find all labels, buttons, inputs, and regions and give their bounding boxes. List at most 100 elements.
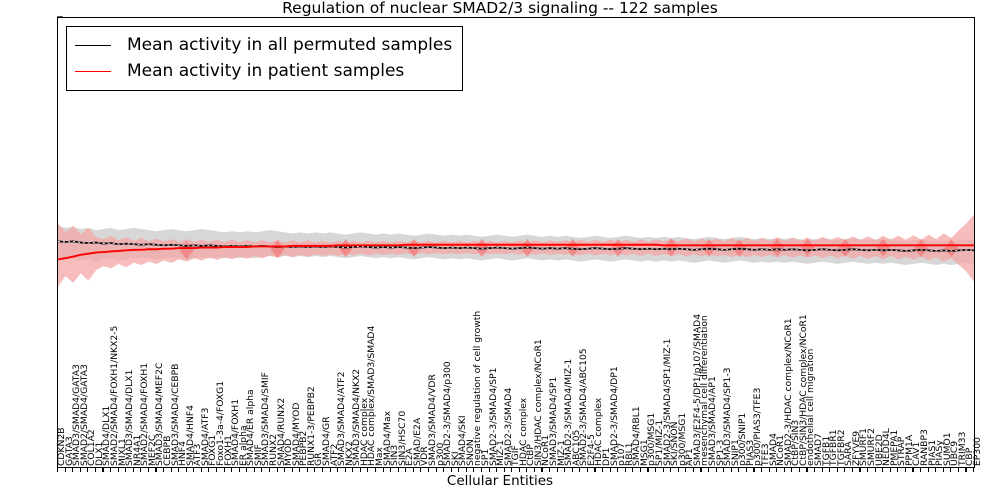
x-tick-mark: [321, 468, 324, 472]
x-tick-mark: [412, 468, 414, 472]
x-tick-mark: [889, 468, 891, 472]
x-tick-mark: [352, 468, 354, 472]
x-tick-mark: [261, 468, 263, 472]
x-tick-mark: [94, 468, 96, 472]
legend-label-patient: Mean activity in patient samples: [127, 60, 405, 81]
x-tick-mark: [147, 468, 149, 472]
plot-area: [57, 17, 975, 468]
x-tick-mark: [942, 468, 944, 472]
x-tick-mark: [231, 468, 233, 472]
x-tick-mark: [382, 468, 384, 472]
band-diamond-marker: [914, 239, 929, 258]
x-tick-mark: [185, 468, 187, 472]
legend-line-patient: [75, 70, 111, 72]
x-tick-mark: [950, 468, 952, 472]
x-tick-mark: [480, 468, 483, 472]
x-tick-mark: [284, 468, 286, 472]
legend-line-permuted: [75, 44, 111, 46]
x-tick-mark: [533, 468, 536, 472]
x-tick-mark: [745, 468, 747, 472]
x-tick-mark: [223, 468, 225, 472]
x-tick-mark: [973, 468, 975, 472]
plot-svg: [58, 214, 974, 287]
x-tick-mark: [677, 468, 679, 472]
x-tick-mark: [488, 468, 490, 472]
x-tick-mark: [844, 468, 846, 472]
x-tick-mark: [912, 468, 914, 472]
x-tick-label: HDAC complex/SMAD3/SMAD4: [366, 325, 378, 466]
band-diamond-marker: [800, 238, 815, 257]
x-tick-mark: [465, 468, 467, 472]
x-tick-mark: [367, 468, 369, 472]
x-tick-mark: [798, 468, 800, 472]
x-tick-mark: [738, 468, 740, 472]
x-tick-mark: [496, 468, 498, 472]
x-tick-mark: [753, 468, 755, 472]
x-tick-mark: [867, 468, 869, 472]
x-tick-mark: [791, 468, 793, 472]
x-tick-mark: [450, 468, 452, 472]
x-tick-mark: [208, 468, 210, 472]
patient-mean-line: [58, 243, 974, 261]
x-tick-mark: [458, 468, 460, 472]
x-tick-mark: [132, 468, 134, 472]
x-tick-mark: [268, 468, 271, 472]
x-tick-mark: [685, 468, 687, 472]
x-tick-mark: [730, 468, 732, 472]
chart-title: Regulation of nuclear SMAD2/3 signaling …: [282, 0, 718, 17]
legend: Mean activity in all permuted samples Me…: [66, 26, 464, 91]
x-tick-mark: [329, 468, 331, 472]
band-diamond-marker: [838, 238, 853, 257]
x-tick-mark: [829, 468, 831, 472]
x-tick-mark: [617, 468, 619, 472]
x-tick-mark: [814, 468, 816, 472]
x-tick-mark: [647, 468, 649, 472]
x-tick-mark: [783, 468, 785, 472]
x-tick-mark: [473, 468, 475, 472]
x-tick-mark: [776, 468, 778, 472]
x-tick-mark: [170, 468, 172, 472]
x-tick-mark: [276, 468, 278, 472]
band-diamond-marker: [876, 238, 891, 257]
x-tick-mark: [836, 468, 838, 472]
band-diamond-marker: [944, 239, 959, 258]
x-tick-mark: [246, 468, 248, 472]
x-tick-mark: [299, 468, 301, 472]
x-tick-mark: [579, 468, 581, 472]
x-tick-mark: [692, 468, 694, 472]
x-tick-mark: [291, 468, 293, 472]
x-tick-label: EP300: [972, 437, 983, 466]
patient-confidence-band: [58, 214, 974, 287]
x-tick-mark: [897, 468, 899, 472]
legend-item: Mean activity in patient samples: [75, 58, 452, 84]
x-tick-mark: [140, 468, 142, 472]
x-tick-mark: [405, 468, 407, 472]
band-diamond-marker: [664, 238, 679, 257]
x-tick-mark: [503, 468, 505, 472]
x-tick-mark: [102, 468, 104, 472]
plot-clip: [58, 18, 974, 467]
x-tick-mark: [632, 468, 634, 472]
band-diamond-marker: [270, 239, 285, 258]
x-tick-mark: [390, 468, 392, 472]
x-tick-label: SMAD2-3/SMAD4/p300: [442, 361, 454, 466]
x-tick-mark: [761, 468, 763, 472]
permuted-mean-line-dots: [58, 240, 974, 252]
x-tick-mark: [215, 468, 218, 472]
x-tick-mark: [155, 468, 157, 472]
x-tick-mark: [162, 468, 165, 472]
x-tick-mark: [359, 468, 361, 472]
x-tick-mark: [806, 468, 808, 472]
x-tick-mark: [723, 468, 725, 472]
x-tick-mark: [602, 468, 604, 472]
x-tick-mark: [178, 468, 180, 472]
x-tick-mark: [79, 468, 81, 472]
x-tick-mark: [435, 468, 437, 472]
legend-label-permuted: Mean activity in all permuted samples: [127, 34, 453, 55]
x-tick-mark: [526, 468, 528, 472]
x-tick-mark: [882, 468, 884, 472]
x-tick-mark: [670, 468, 672, 472]
x-tick-mark: [586, 468, 588, 472]
x-tick-mark: [715, 468, 717, 472]
x-tick-mark: [57, 468, 59, 472]
